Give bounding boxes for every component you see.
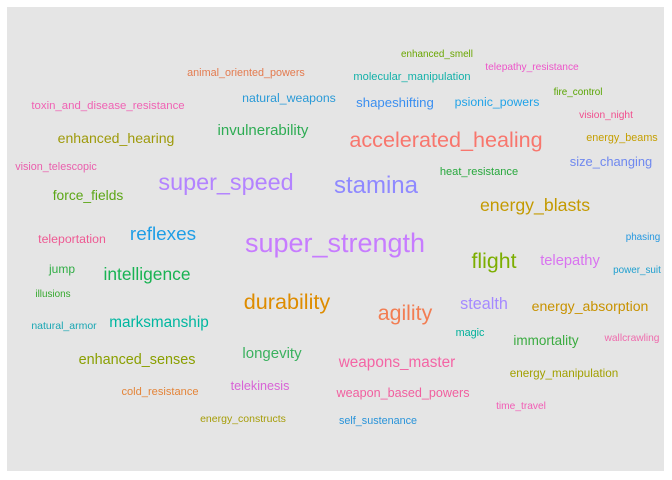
word-natural-weapons: natural_weapons [242, 91, 336, 105]
word-enhanced-senses: enhanced_senses [79, 352, 196, 368]
word-shapeshifting: shapeshifting [356, 95, 434, 110]
word-durability: durability [244, 289, 331, 314]
word-accelerated-healing: accelerated_healing [349, 127, 542, 152]
word-enhanced-smell: enhanced_smell [401, 49, 473, 60]
word-psionic-powers: psionic_powers [455, 95, 540, 109]
word-vision-telescopic: vision_telescopic [15, 161, 97, 173]
plot-panel [7, 7, 664, 471]
word-stealth: stealth [460, 295, 508, 313]
word-force-fields: force_fields [53, 188, 124, 203]
word-immortality: immortality [513, 333, 579, 348]
word-super-strength: super_strength [245, 228, 425, 258]
word-weapons-master: weapons_master [338, 354, 456, 371]
word-agility: agility [378, 301, 433, 325]
word-longevity: longevity [242, 345, 302, 362]
word-magic: magic [456, 327, 485, 339]
word-stamina: stamina [334, 172, 419, 199]
word-weapon-based-powers: weapon_based_powers [335, 386, 469, 400]
word-natural-armor: natural_armor [31, 320, 97, 332]
word-energy-manipulation: energy_manipulation [510, 367, 619, 380]
word-teleportation: teleportation [38, 232, 106, 246]
word-size-changing: size_changing [570, 154, 652, 169]
word-reflexes: reflexes [130, 224, 196, 245]
word-energy-blasts: energy_blasts [480, 195, 590, 216]
word-energy-constructs: energy_constructs [200, 413, 286, 425]
word-time-travel: time_travel [496, 401, 546, 412]
word-toxin-and-disease-resistance: toxin_and_disease_resistance [31, 100, 184, 112]
word-power-suit: power_suit [613, 265, 661, 276]
word-illusions: illusions [35, 289, 70, 300]
word-telekinesis: telekinesis [231, 379, 290, 393]
word-enhanced-hearing: enhanced_hearing [58, 130, 175, 146]
word-wallcrawling: wallcrawling [604, 333, 660, 344]
word-super-speed: super_speed [158, 169, 293, 195]
word-molecular-manipulation: molecular_manipulation [353, 71, 470, 83]
word-self-sustenance: self_sustenance [339, 415, 417, 427]
word-telepathy: telepathy [540, 253, 600, 269]
word-animal-oriented-powers: animal_oriented_powers [187, 67, 305, 79]
word-flight: flight [472, 249, 517, 273]
word-energy-absorption: energy_absorption [532, 298, 649, 314]
word-energy-beams: energy_beams [586, 132, 658, 144]
word-phasing: phasing [626, 232, 661, 243]
word-intelligence: intelligence [103, 264, 190, 284]
word-marksmanship: marksmanship [109, 314, 208, 331]
word-jump: jump [48, 262, 75, 276]
word-heat-resistance: heat_resistance [440, 166, 518, 178]
word-cold-resistance: cold_resistance [121, 386, 198, 398]
word-invulnerability: invulnerability [218, 122, 309, 139]
word-fire-control: fire_control [554, 87, 603, 98]
word-vision-night: vision_night [579, 110, 633, 121]
word-telepathy-resistance: telepathy_resistance [485, 62, 579, 73]
